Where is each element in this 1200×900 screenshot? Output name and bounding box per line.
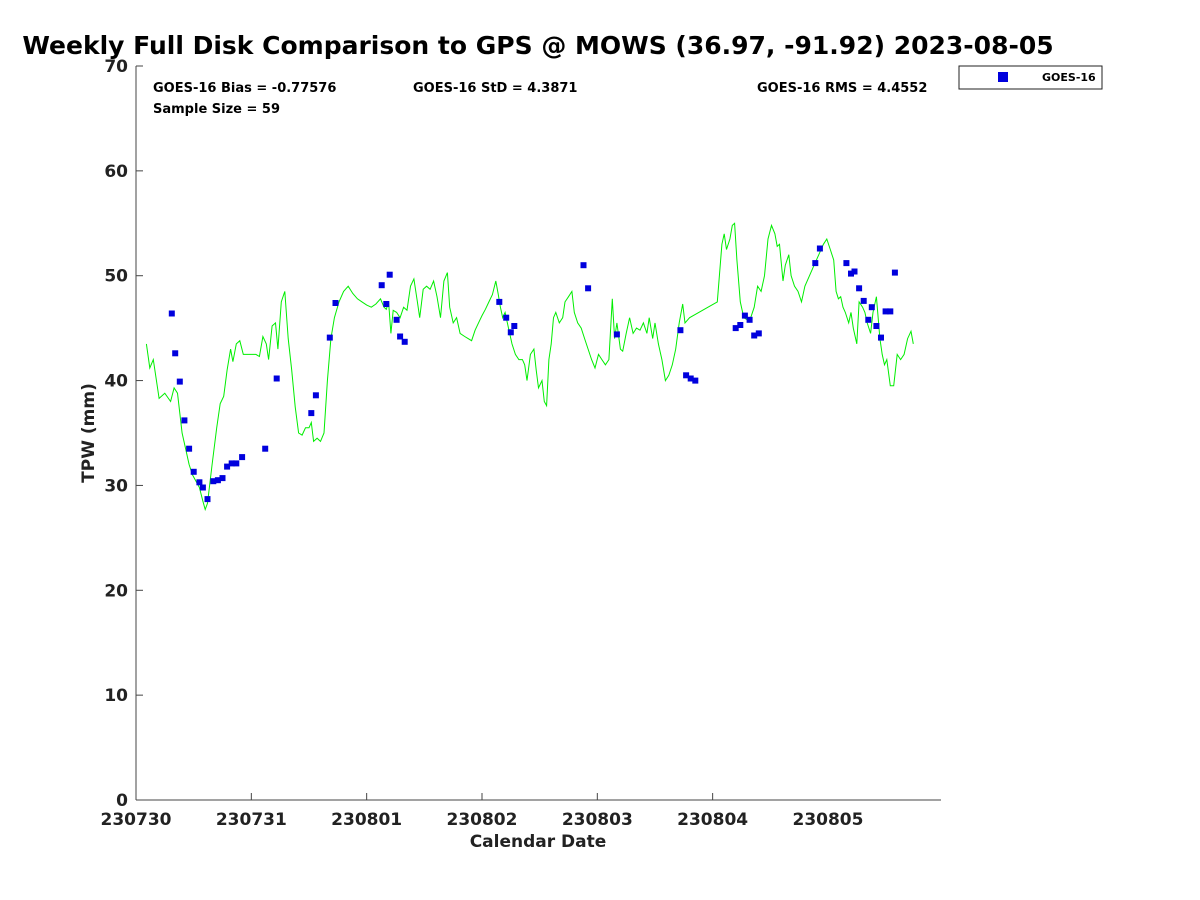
- x-axis-label: Calendar Date: [470, 832, 607, 852]
- goes-16-point: [503, 314, 510, 321]
- goes-16-point: [868, 304, 875, 311]
- y-ticks: 0 10 20 30 40 50 60 70: [104, 57, 143, 811]
- goes-16-markers: [168, 245, 898, 503]
- goes-16-point: [204, 496, 211, 503]
- goes-16-point: [755, 330, 762, 337]
- gps-series-line: [145, 222, 914, 512]
- y-tick-label: 0: [116, 791, 128, 811]
- x-tick-label: 230730: [101, 810, 172, 830]
- x-tick-label: 230805: [792, 810, 863, 830]
- goes-16-point: [210, 478, 217, 485]
- goes-16-point: [613, 331, 620, 338]
- legend-box: [958, 65, 1103, 90]
- goes-16-point: [882, 308, 889, 315]
- goes-16-point: [873, 323, 880, 329]
- plot-background: [136, 66, 941, 800]
- goes-16-point: [383, 301, 390, 307]
- goes-16-point: [737, 322, 744, 328]
- goes-16-point: [224, 463, 231, 470]
- goes-16-point: [856, 285, 863, 292]
- goes-16-point: [176, 378, 183, 385]
- chart-title: Weekly Full Disk Comparison to GPS @ MOW…: [22, 31, 1053, 60]
- goes-16-point: [851, 268, 858, 275]
- goes-16-point: [865, 316, 872, 323]
- x-tick-label: 230804: [677, 810, 748, 830]
- goes-16-point: [746, 316, 753, 323]
- goes-16-point: [386, 271, 393, 278]
- goes-16-point: [196, 479, 203, 486]
- y-tick-label: 50: [104, 267, 128, 287]
- goes-16-point: [860, 297, 867, 304]
- y-tick-label: 40: [104, 372, 128, 392]
- stat-std: GOES-16 StD = 4.3871: [413, 81, 577, 96]
- stats-annotations: GOES-16 Bias = -0.77576 GOES-16 StD = 4.…: [153, 81, 927, 117]
- goes-16-point: [378, 282, 385, 289]
- goes-16-point: [190, 468, 197, 475]
- goes-16-point: [878, 334, 884, 341]
- goes-16-point: [401, 338, 408, 345]
- goes-16-point: [397, 333, 404, 340]
- goes-16-point: [732, 325, 739, 332]
- plot-area: 0 10 20 30 40 50 60 70 230730 230731 230801 230802…: [101, 57, 941, 830]
- goes-16-point: [891, 269, 898, 276]
- goes-16-point: [239, 454, 246, 461]
- legend-label-goes-16: GOES-16: [1042, 71, 1096, 84]
- y-tick-label: 30: [104, 476, 128, 496]
- legend: GOES-16: [958, 65, 1103, 90]
- goes-16-point: [751, 332, 758, 339]
- goes-16-point: [172, 350, 179, 357]
- y-tick-label: 20: [104, 581, 128, 601]
- goes-16-point: [273, 375, 280, 382]
- y-tick-label: 70: [104, 57, 128, 77]
- goes-16-point: [687, 375, 694, 382]
- goes-16-point: [887, 308, 894, 315]
- goes-16-point: [507, 329, 514, 336]
- goes-16-point: [848, 270, 854, 277]
- goes-16-point: [393, 316, 400, 323]
- goes-16-point: [228, 460, 235, 467]
- goes-16-point: [308, 410, 315, 417]
- goes-16-point: [181, 417, 188, 424]
- x-tick-label: 230731: [216, 810, 287, 830]
- y-tick-label: 10: [104, 686, 128, 706]
- x-tick-label: 230801: [331, 810, 402, 830]
- legend-marker-goes-16: [998, 72, 1008, 82]
- goes-16-point: [816, 245, 823, 252]
- x-ticks: 230730 230731 230801 230802 230803 230804 2308…: [101, 793, 863, 830]
- goes-16-point: [326, 334, 333, 341]
- goes-16-point: [683, 372, 690, 379]
- goes-16-point: [186, 445, 193, 452]
- goes-16-point: [214, 477, 221, 484]
- goes-16-point: [262, 445, 269, 452]
- goes-16-point: [332, 300, 339, 306]
- goes-16-point: [741, 312, 748, 319]
- goes-16-point: [580, 262, 587, 269]
- stat-bias: GOES-16 Bias = -0.77576: [153, 81, 336, 96]
- goes-16-point: [312, 392, 319, 399]
- x-tick-label: 230802: [446, 810, 517, 830]
- stat-rms: GOES-16 RMS = 4.4552: [757, 81, 927, 96]
- goes-16-point: [168, 310, 175, 317]
- goes-16-point: [496, 298, 503, 305]
- y-tick-label: 60: [104, 162, 128, 182]
- goes-16-point: [585, 285, 592, 292]
- x-tick-label: 230803: [562, 810, 633, 830]
- goes-16-point: [219, 475, 226, 482]
- goes-16-point: [199, 484, 206, 491]
- goes-16-point: [692, 377, 699, 384]
- goes-16-point: [677, 327, 684, 334]
- stat-sample-size: Sample Size = 59: [153, 102, 280, 117]
- goes-16-point: [233, 460, 240, 467]
- goes-16-point: [843, 260, 850, 267]
- goes-16-point: [511, 323, 518, 329]
- goes-16-point: [812, 260, 819, 267]
- y-axis-label: TPW (mm): [79, 383, 99, 483]
